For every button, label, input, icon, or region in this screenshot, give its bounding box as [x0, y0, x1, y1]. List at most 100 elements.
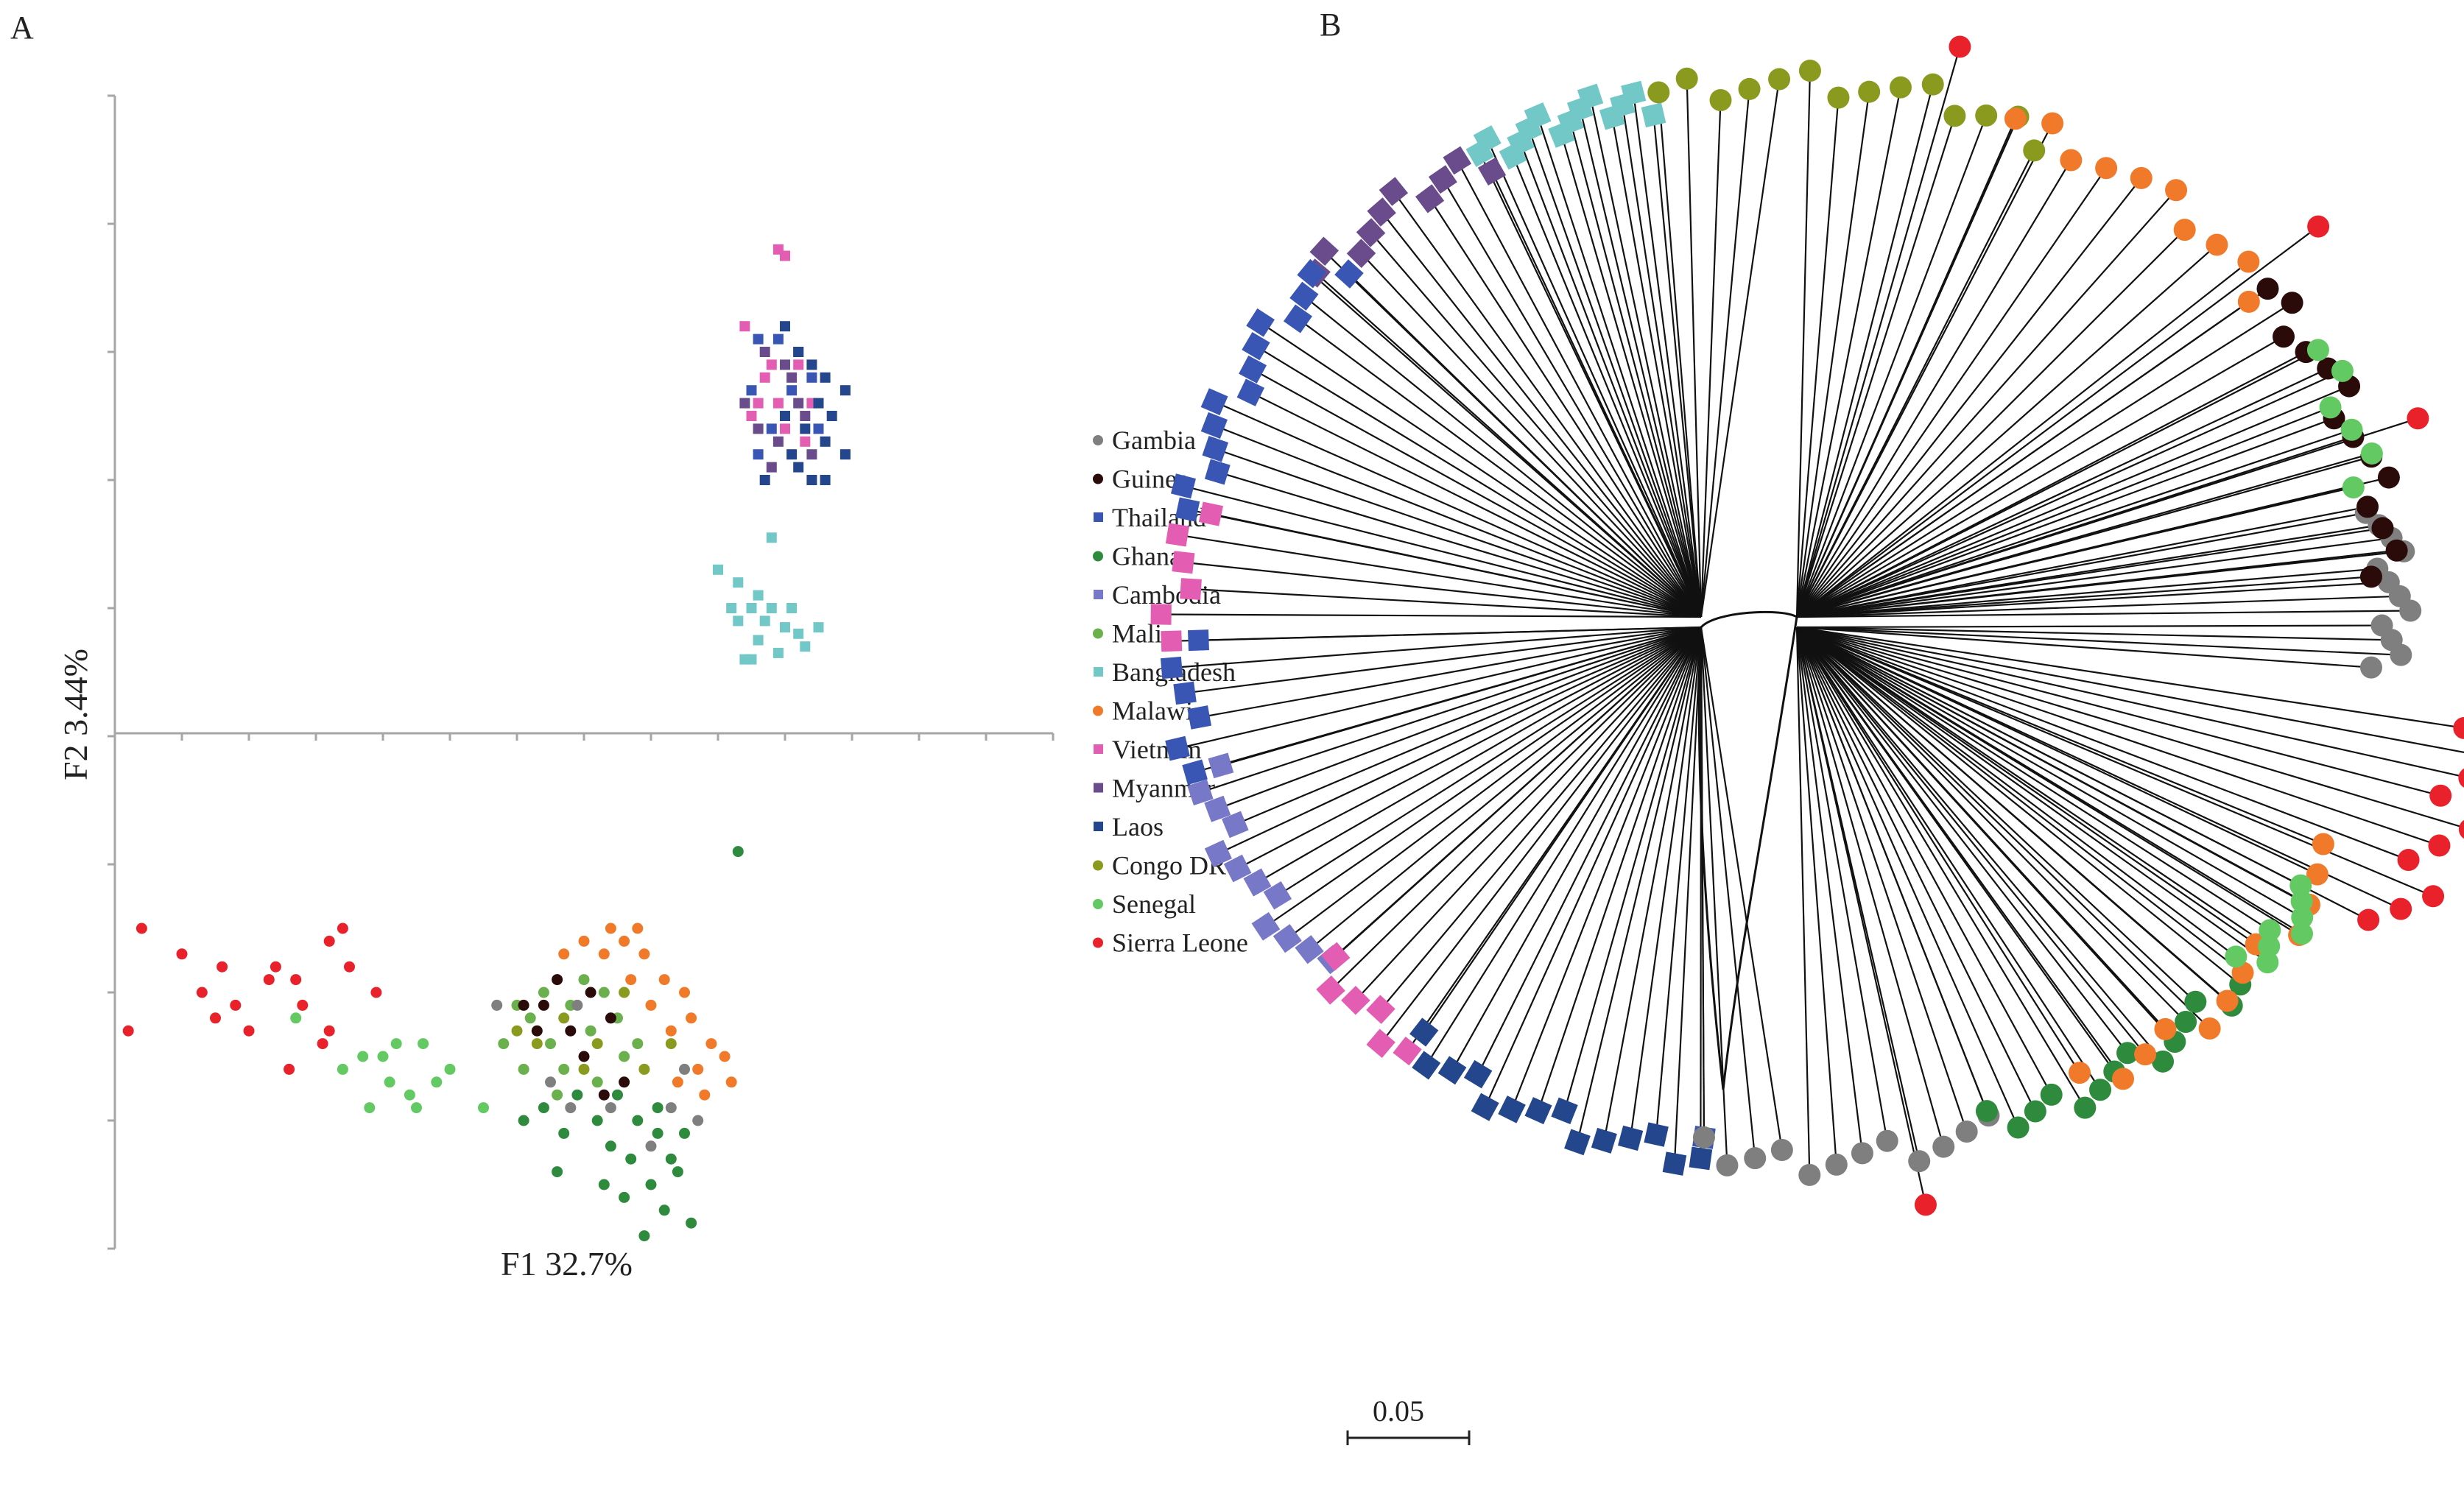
- tip-vietnam: [1150, 604, 1172, 625]
- point-bangladesh: [746, 603, 757, 613]
- tip-myanmar: [1309, 236, 1340, 267]
- point-ghana: [625, 1153, 637, 1165]
- point-malawi: [658, 974, 670, 986]
- tip-malawi: [2306, 863, 2329, 886]
- tip-cambodia: [1204, 795, 1231, 822]
- tip-senegal: [2258, 935, 2281, 958]
- point-ghana: [665, 1153, 677, 1165]
- point-sierra-leone: [243, 1025, 255, 1037]
- tree-branch: [1796, 627, 2270, 931]
- legend-marker-congo-dr: [1093, 860, 1103, 871]
- tree-branch: [1177, 534, 1702, 618]
- tree-branch: [1796, 229, 2186, 618]
- point-laos: [759, 475, 770, 485]
- point-myanmar: [786, 372, 798, 383]
- tip-gambia: [1908, 1150, 1931, 1173]
- tip-cambodia: [1251, 911, 1281, 941]
- point-myanmar: [753, 423, 764, 434]
- tip-thailand: [1204, 459, 1231, 485]
- point-ghana: [672, 1166, 683, 1178]
- tree-branch: [1796, 627, 2052, 1095]
- point-malawi: [619, 935, 630, 947]
- tip-senegal: [2331, 359, 2354, 382]
- tip-malawi: [2198, 1017, 2221, 1040]
- point-congo-dr: [638, 1063, 650, 1075]
- tree-branch: [1214, 448, 1702, 618]
- tip-congo-dr: [1798, 59, 1821, 82]
- tip-senegal: [2306, 339, 2329, 361]
- point-guinea: [518, 999, 529, 1011]
- point-ghana: [658, 1204, 670, 1216]
- point-laos: [839, 449, 851, 460]
- tree-branch: [1796, 627, 2166, 1030]
- tree-branch: [1796, 428, 2352, 618]
- tree-branch: [1629, 627, 1703, 1139]
- tree-branch: [1796, 627, 2080, 1073]
- point-congo-dr: [619, 987, 630, 998]
- point-vietnam: [766, 359, 777, 370]
- tree-branch: [1673, 627, 1703, 1164]
- point-mali: [619, 1051, 630, 1062]
- tip-sierra-leone: [2407, 407, 2429, 430]
- point-malawi: [719, 1051, 731, 1062]
- tip-laos: [1437, 1056, 1467, 1085]
- tip-laos: [1463, 1059, 1493, 1089]
- point-guinea: [552, 974, 563, 986]
- point-senegal: [364, 1102, 376, 1114]
- tip-congo-dr: [1943, 105, 1966, 127]
- legend: GambiaGuineaThailandGhanaCambodiaMaliBan…: [1093, 426, 1248, 958]
- tip-gambia: [2359, 656, 2382, 679]
- tip-guinea: [2273, 325, 2295, 348]
- tree-branch: [1511, 627, 1703, 1110]
- point-sierra-leone: [196, 987, 208, 998]
- point-malawi: [598, 948, 610, 960]
- tree-branch: [1700, 627, 1706, 1137]
- point-bangladesh: [766, 603, 777, 613]
- tree-branch: [1796, 167, 2108, 618]
- tip-sierra-leone: [2428, 834, 2451, 857]
- point-gambia: [491, 999, 503, 1011]
- point-ghana: [552, 1166, 563, 1178]
- tree-branch: [1795, 84, 1934, 618]
- tree-branch: [1795, 627, 1864, 1154]
- tree-branch: [1796, 122, 2054, 618]
- point-mali: [598, 987, 610, 998]
- tree-branch: [1796, 527, 2383, 618]
- tip-ghana: [2184, 990, 2207, 1013]
- tree-branch: [1456, 160, 1702, 618]
- tip-gambia: [1798, 1163, 1821, 1186]
- tip-laos: [1471, 1093, 1499, 1121]
- tree-branch: [1234, 626, 1702, 825]
- point-laos: [780, 321, 790, 332]
- tree-branch: [1796, 627, 2401, 910]
- point-senegal: [337, 1063, 348, 1075]
- tree-branch: [1309, 627, 1702, 950]
- tip-cambodia: [1222, 811, 1249, 839]
- tree-branch: [1796, 627, 2236, 958]
- tip-thailand: [1246, 308, 1275, 337]
- point-bangladesh: [786, 603, 798, 613]
- y-axis-title: F2 3.44%: [57, 649, 94, 780]
- tip-ghana: [2089, 1079, 2112, 1101]
- tree-branch: [1796, 159, 2072, 618]
- point-vietnam: [746, 411, 757, 421]
- tree-branch: [1796, 261, 2250, 618]
- tree-branch: [1795, 627, 1988, 1112]
- tree-branch: [1217, 626, 1702, 810]
- tip-congo-dr: [1921, 73, 1944, 96]
- tip-sierra-leone: [2422, 885, 2445, 908]
- point-sierra-leone: [230, 999, 242, 1011]
- tree-branch: [1796, 627, 2257, 945]
- tree-branch: [1796, 610, 2411, 618]
- tip-malawi: [2069, 1062, 2091, 1084]
- tree-branch: [1220, 626, 1702, 766]
- tree-branch: [1633, 93, 1703, 618]
- panel-b-label: B: [1320, 7, 1341, 43]
- point-laos: [806, 475, 817, 485]
- tip-laos: [1662, 1151, 1687, 1176]
- point-guinea: [538, 999, 549, 1011]
- scale-bar: 0.05: [1346, 1394, 1471, 1445]
- point-senegal: [390, 1038, 402, 1050]
- tree-root-branch: [1697, 610, 1798, 1090]
- legend-marker-mali: [1093, 628, 1103, 639]
